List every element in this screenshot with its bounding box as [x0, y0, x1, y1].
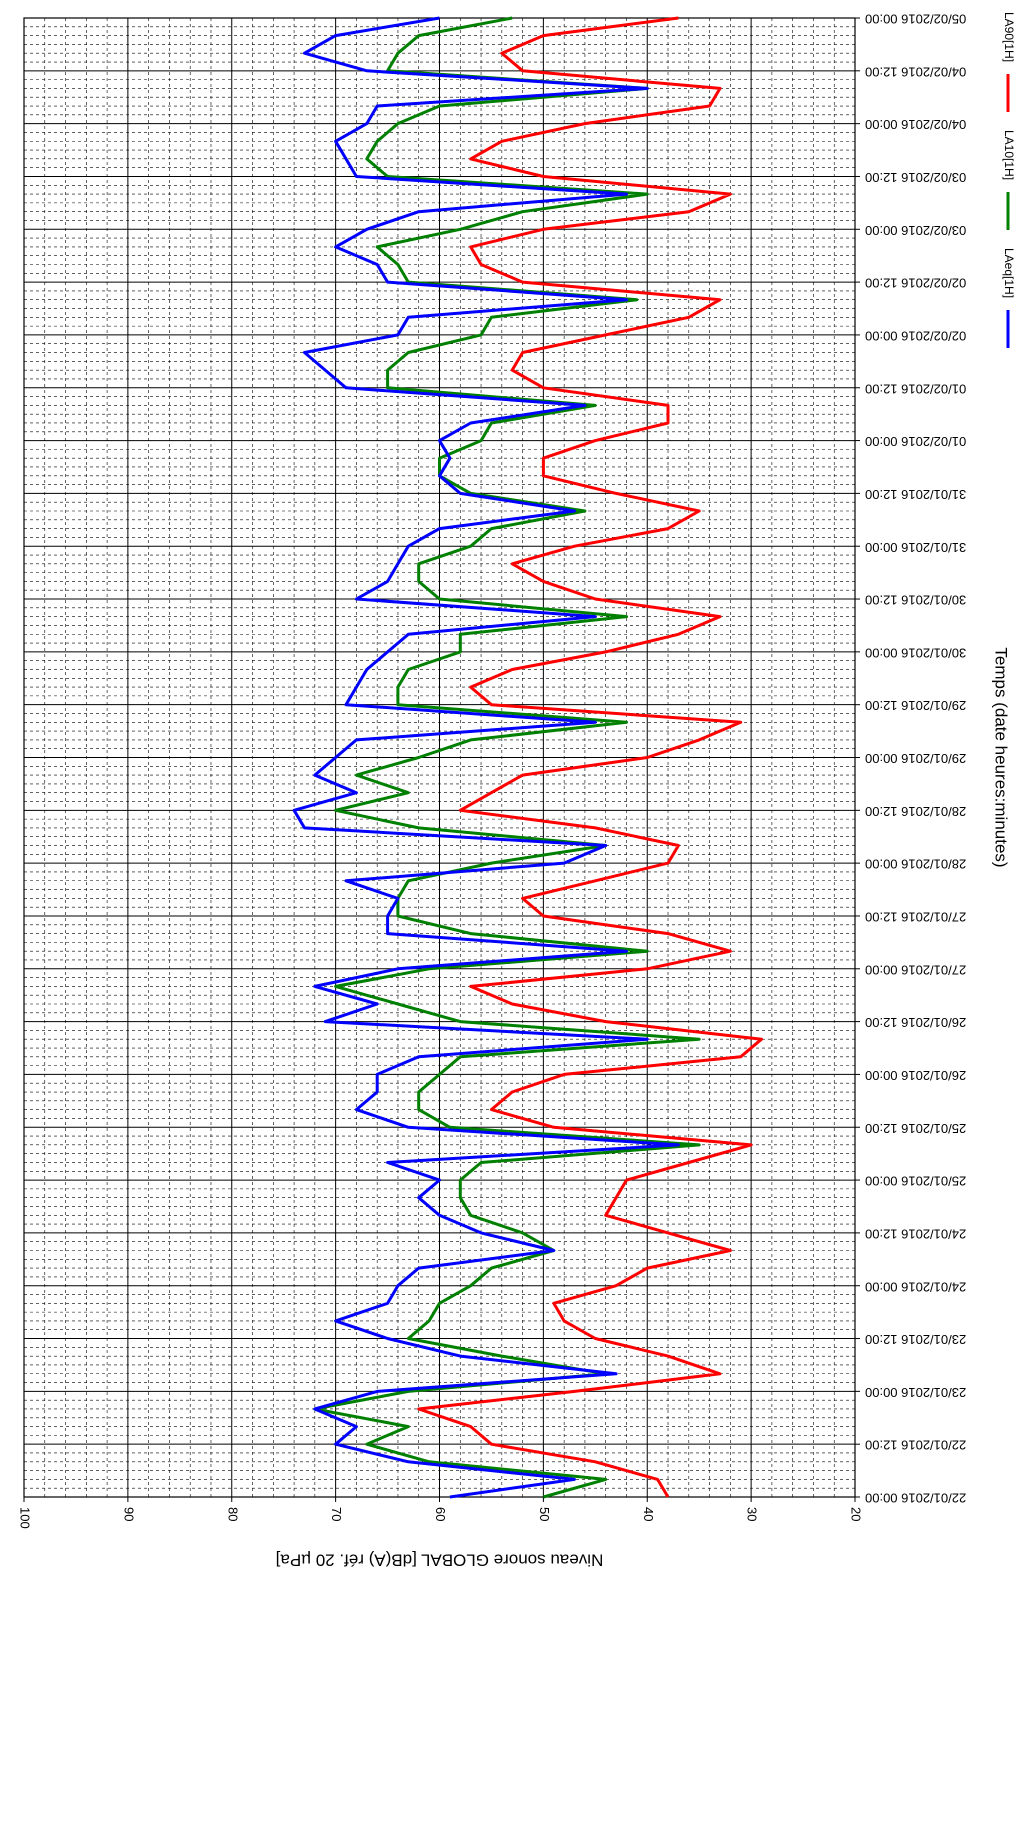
x-tick-label: 27/01/2016 00:00 [865, 962, 966, 977]
y-tick-label: 60 [433, 1507, 448, 1521]
x-tick-label: 24/01/2016 12:00 [865, 1226, 966, 1241]
x-tick-label: 25/01/2016 12:00 [865, 1121, 966, 1136]
x-tick-label: 01/02/2016 12:00 [865, 381, 966, 396]
x-axis-title: Temps (date heures:minutes) [992, 647, 1011, 867]
y-tick-label: 80 [225, 1507, 240, 1521]
x-tick-label: 22/01/2016 12:00 [865, 1438, 966, 1453]
x-tick-label: 27/01/2016 12:00 [865, 910, 966, 925]
series-line [292, 16, 680, 1499]
x-tick-label: 24/01/2016 00:00 [865, 1279, 966, 1294]
y-tick-label: 50 [537, 1507, 552, 1521]
y-tick-label: 100 [18, 1507, 33, 1529]
x-tick-label: 23/01/2016 12:00 [865, 1332, 966, 1347]
y-tick-label: 30 [745, 1507, 760, 1521]
x-tick-label: 26/01/2016 12:00 [865, 1015, 966, 1030]
series-line [417, 16, 763, 1498]
x-tick-label: 04/02/2016 12:00 [865, 64, 966, 79]
x-tick-label: 04/02/2016 00:00 [865, 117, 966, 132]
x-tick-label: 01/02/2016 00:00 [865, 434, 966, 449]
x-tick-label: 31/01/2016 12:00 [865, 487, 966, 502]
x-tick-label: 23/01/2016 00:00 [865, 1385, 966, 1400]
y-axis-title: Niveau sonore GLOBAL [dB(A) réf. 20 µPa] [276, 1551, 604, 1570]
y-tick-label: 20 [849, 1507, 864, 1521]
x-tick-label: 28/01/2016 00:00 [865, 857, 966, 872]
x-tick-label: 25/01/2016 00:00 [865, 1174, 966, 1189]
x-tick-label: 29/01/2016 00:00 [865, 751, 966, 766]
x-tick-label: 03/02/2016 00:00 [865, 223, 966, 238]
x-tick-label: 30/01/2016 12:00 [865, 593, 966, 608]
x-tick-label: 28/01/2016 12:00 [865, 804, 966, 819]
y-tick-label: 40 [641, 1507, 656, 1521]
x-tick-label: 31/01/2016 00:00 [865, 540, 966, 555]
x-tick-label: 30/01/2016 00:00 [865, 645, 966, 660]
y-tick-label: 70 [329, 1507, 344, 1521]
x-tick-label: 22/01/2016 00:00 [865, 1491, 966, 1506]
y-tick-label: 90 [121, 1507, 136, 1521]
legend-label: LA10[1H] [1002, 130, 1016, 180]
legend-label: LAeq[1H] [1002, 248, 1016, 298]
x-tick-label: 02/02/2016 00:00 [865, 328, 966, 343]
legend-label: LA90[1H] [1002, 12, 1016, 62]
x-tick-label: 02/02/2016 12:00 [865, 276, 966, 291]
x-tick-label: 05/02/2016 00:00 [865, 12, 966, 27]
x-tick-label: 26/01/2016 00:00 [865, 1068, 966, 1083]
x-tick-label: 29/01/2016 12:00 [865, 698, 966, 713]
x-tick-label: 03/02/2016 12:00 [865, 170, 966, 185]
